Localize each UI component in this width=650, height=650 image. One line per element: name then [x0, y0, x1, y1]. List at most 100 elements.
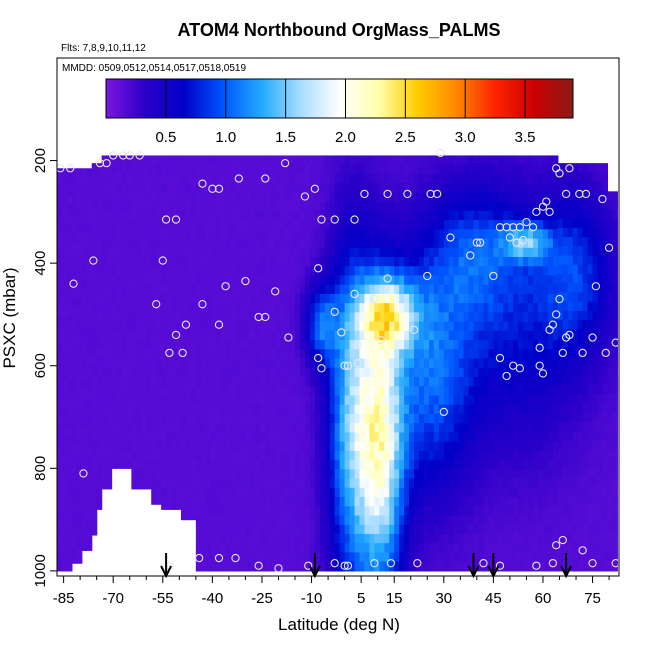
heat-cell	[57, 334, 63, 345]
heat-cell	[156, 450, 162, 461]
heat-cell	[379, 386, 385, 397]
heat-cell	[399, 183, 405, 193]
heat-cell	[473, 543, 480, 554]
heat-cell	[582, 440, 589, 450]
heat-cell	[592, 366, 599, 377]
heat-cell	[572, 347, 579, 358]
heat-cell	[304, 247, 311, 258]
heat-cell	[438, 183, 445, 193]
heat-cell	[582, 513, 589, 524]
heat-cell	[399, 275, 405, 286]
heat-cell	[533, 238, 539, 249]
heat-cell	[250, 533, 256, 544]
heat-cell	[156, 275, 162, 286]
heat-cell	[443, 515, 450, 526]
heat-cell	[260, 349, 266, 360]
heat-cell	[329, 238, 336, 249]
heat-cell	[557, 504, 564, 515]
heat-cell	[270, 533, 276, 544]
heat-cell	[81, 297, 88, 308]
heat-cell	[528, 173, 534, 184]
heat-cell	[171, 423, 177, 433]
heat-cell	[295, 423, 301, 433]
heat-cell	[394, 552, 400, 563]
heat-cell	[136, 450, 142, 461]
heat-cell	[176, 460, 182, 470]
heat-cell	[354, 256, 361, 267]
heat-cell	[339, 229, 346, 240]
heat-cell	[265, 423, 271, 433]
heat-cell	[443, 395, 450, 406]
heat-cell	[577, 246, 584, 257]
heat-cell	[344, 404, 351, 415]
heat-cell	[86, 242, 93, 252]
heat-cell	[433, 183, 440, 193]
heat-cell	[443, 173, 450, 184]
heat-cell	[602, 255, 609, 266]
sample-point	[57, 164, 65, 173]
heat-cell	[602, 283, 609, 293]
heat-cell	[518, 413, 524, 424]
heat-cell	[270, 220, 276, 230]
heat-cell	[409, 413, 415, 424]
heat-cell	[418, 155, 425, 166]
heat-cell	[275, 229, 281, 240]
heat-cell	[423, 256, 430, 267]
heat-cell	[295, 173, 301, 184]
heat-cell	[235, 275, 242, 286]
heat-cell	[528, 377, 534, 387]
heat-cell	[453, 450, 460, 461]
heat-cell	[235, 460, 242, 470]
heat-cell	[265, 210, 271, 221]
heat-cell	[86, 186, 93, 197]
heat-cell	[230, 275, 237, 286]
heat-cell	[394, 432, 400, 443]
heat-cell	[404, 404, 410, 415]
heat-cell	[433, 524, 440, 535]
heat-cell	[240, 303, 247, 313]
heat-cell	[180, 395, 187, 406]
heat-cell	[126, 450, 132, 461]
heat-cell	[597, 477, 604, 487]
heat-cell	[290, 543, 296, 554]
heat-cell	[339, 497, 346, 507]
heat-cell	[433, 386, 440, 397]
heat-cell	[423, 524, 430, 535]
heat-cell	[121, 256, 128, 267]
heat-cell	[478, 497, 485, 507]
heat-cell	[612, 292, 618, 303]
heat-cell	[136, 155, 142, 166]
heat-cell	[354, 312, 361, 323]
heat-cell	[552, 395, 559, 406]
heat-cell	[180, 173, 187, 184]
heat-cell	[344, 367, 351, 378]
heat-cell	[295, 256, 301, 267]
heat-cell	[349, 524, 356, 535]
heat-cell	[488, 469, 494, 480]
heat-cell	[166, 229, 172, 240]
heat-cell	[141, 201, 147, 212]
heat-cell	[498, 293, 504, 304]
heat-cell	[508, 413, 514, 424]
heat-cell	[166, 183, 172, 193]
heat-cell	[528, 275, 534, 286]
heat-cell	[612, 320, 618, 331]
heat-cell	[354, 303, 361, 313]
heat-cell	[314, 321, 321, 332]
heat-cell	[91, 430, 98, 441]
heat-cell	[146, 312, 152, 323]
heat-cell	[265, 173, 271, 184]
heat-cell	[359, 404, 366, 415]
heat-cell	[185, 497, 192, 507]
heat-cell	[96, 218, 103, 229]
heat-cell	[567, 504, 574, 515]
heat-cell	[547, 386, 554, 397]
heat-cell	[379, 256, 385, 267]
heat-cell	[166, 506, 172, 510]
heat-cell	[190, 460, 197, 470]
heat-cell	[438, 238, 445, 249]
heat-cell	[71, 500, 78, 511]
heat-cell	[220, 155, 227, 166]
heat-cell	[518, 247, 524, 258]
heat-cell	[602, 440, 609, 450]
